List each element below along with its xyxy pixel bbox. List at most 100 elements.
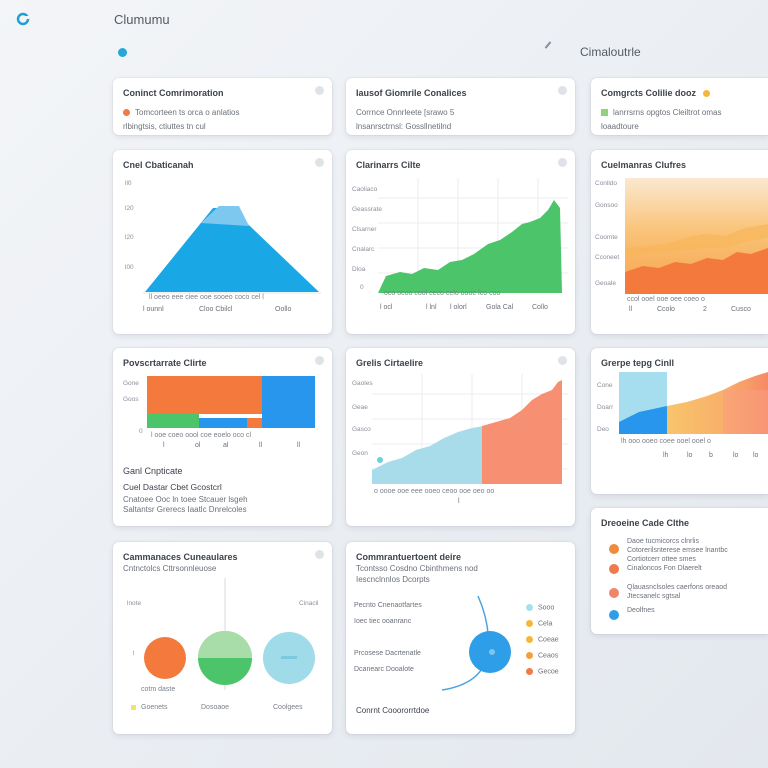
list-item[interactable] <box>609 560 624 578</box>
y-tick: Geae <box>352 404 368 411</box>
slash-icon <box>544 41 552 49</box>
stat-line: Cuel Dastar Cbet Gcostcrl <box>123 482 222 492</box>
stat-line: Saltantsr Grerecs Iaatlc Dnrelcoles <box>123 505 247 514</box>
y-tick: Deo <box>597 426 609 433</box>
app-logo-icon[interactable] <box>16 12 30 26</box>
row-label: Pecnto Cnenaotfartes <box>354 602 422 609</box>
stat-line: lanrrsrns opgtos Cleiltrot omas <box>601 108 721 117</box>
legend-item: Cela <box>526 620 552 627</box>
list-item-label: Cortiotcerr ottee smes <box>627 556 696 563</box>
y-tick: Cinacil <box>299 600 319 607</box>
axis-caption: o oooe ooe eee ooeo ceoo ooe oeo oo <box>374 488 495 495</box>
chart-card-green-area[interactable]: Clarinarrs Cilte Caoliaco Geassrate Clsa… <box>346 150 575 334</box>
x-tick: l <box>163 442 165 449</box>
card-title: Comgrcts Colilie dooz <box>601 88 715 98</box>
pin-icon[interactable] <box>558 86 567 95</box>
pin-icon[interactable] <box>558 356 567 365</box>
y-tick: Clsarner <box>352 226 377 233</box>
card-title: Commrantuertoent deire <box>356 552 462 562</box>
stat-line: loaadtoure <box>601 122 639 131</box>
salmon-dot-icon <box>609 587 619 598</box>
axis-caption: oco ocoo cool ceco celo oooe lco coo <box>384 290 501 297</box>
x-tick: al <box>223 442 229 449</box>
row-label: Prcosese Dacrtenatle <box>354 650 421 657</box>
list-item[interactable] <box>609 540 624 558</box>
y-tick: Cone <box>597 382 613 389</box>
list-item-detail: Cinaloncos Fon Dlaerelt <box>627 565 702 572</box>
x-tick: lo <box>687 452 693 459</box>
x-tick: l ocl <box>380 304 393 311</box>
card-title: Dreoeine Cade Clthe <box>601 518 690 528</box>
orange-dot-icon <box>123 109 130 117</box>
pin-icon[interactable] <box>315 550 324 559</box>
orange-dot-icon <box>526 668 533 675</box>
pin-icon[interactable] <box>315 356 324 365</box>
gradient-area-chart <box>619 372 768 434</box>
list-item-detail: Cotorerilsnterese emsee lnantbc <box>627 547 728 554</box>
stat-line: Tcontsso Cosdno Cbinthmens nod <box>356 564 478 573</box>
y-tick: Dloa <box>352 266 366 273</box>
list-item-label: Deolfnes <box>627 607 655 614</box>
pin-icon[interactable] <box>315 86 324 95</box>
summary-card-3[interactable]: Comgrcts Colilie dooz lanrrsrns opgtos C… <box>591 78 768 135</box>
list-item[interactable] <box>609 606 624 624</box>
subsection-title: Ganl Cnpticate <box>123 466 183 476</box>
chart-card-orange-area[interactable]: Cuelmanras Clufres Conlldo Gonsoo Coomte… <box>591 150 768 334</box>
card-title: Grelis Cirtaelire <box>356 358 424 368</box>
stat-line: lnsanrsctrnsl: Gossllnetilnd <box>356 122 452 131</box>
card-title: Grerpe tepg Cinll <box>601 358 675 368</box>
y-tick: l <box>133 650 135 657</box>
stat-line: rlbingtsis, ctiuttes tn cul <box>123 122 206 131</box>
card-title: Coninct Comrimoration <box>123 88 224 98</box>
x-tick: l ounnl <box>143 306 164 313</box>
pin-icon[interactable] <box>558 158 567 167</box>
legend-item: Coolgees <box>273 704 303 711</box>
y-tick: 0 <box>139 428 143 435</box>
legend-list-card[interactable]: Dreoeine Cade Clthe Daoe tucmicorcs clnr… <box>591 508 768 634</box>
axis-caption: ll oeeo eee ciee ooe sooeo coco cel l <box>149 294 264 301</box>
x-tick: 2 <box>703 306 707 313</box>
chart-card-circles[interactable]: Cammanaces Cuneaulares Cntnctolcs Cttrso… <box>113 542 332 734</box>
chart-card-triangle[interactable]: Cnel Cbaticanah ll0 l20 l20 l00 ll oeeo … <box>113 150 332 334</box>
circle-chart <box>144 578 315 690</box>
y-tick: lnote <box>127 600 142 607</box>
y-tick: Gonsoo <box>595 202 618 209</box>
y-tick: Gasco <box>352 426 371 433</box>
list-item-detail: Jtecsanelc sgtsal <box>627 593 681 600</box>
x-tick: Gola Cal <box>486 304 514 311</box>
y-tick: l00 <box>125 264 134 271</box>
stacked-orange-area-chart <box>625 178 768 294</box>
summary-card-2[interactable]: Iausof Giomrile Conalices Corrnce Onnrle… <box>346 78 575 135</box>
x-tick: Oollo <box>275 306 292 313</box>
y-tick: l20 <box>125 205 134 212</box>
x-tick: lo <box>733 452 739 459</box>
yellow-square-icon <box>131 704 136 710</box>
x-tick: Cloo Cbilcl <box>199 306 233 313</box>
summary-card-1[interactable]: Coninct Comrimoration Tomcorteen ts orca… <box>113 78 332 135</box>
chart-card-mixed-area[interactable]: Grelis Cirtaelire Gaoles Geae Gasco Geon… <box>346 348 575 526</box>
triangle-area-chart <box>143 206 321 294</box>
yellow-dot-icon <box>526 636 533 643</box>
yellow-dot-icon <box>702 90 710 98</box>
y-tick: 0 <box>360 284 364 291</box>
chart-card-node[interactable]: Commrantuertoent deire Tcontsso Cosdno C… <box>346 542 575 734</box>
x-tick: l <box>458 498 460 505</box>
chart-card-gradient-area[interactable]: Grerpe tepg Cinll Cone Doarr Deo lh ooo … <box>591 348 768 494</box>
legend-item: Gecoe <box>526 668 559 675</box>
x-tick: l olorl <box>450 304 467 311</box>
x-tick: l lnl <box>426 304 437 311</box>
axis-caption: l ooe coeo oool coe eoelo oco cl <box>151 432 252 439</box>
y-tick: Doarr <box>597 404 614 411</box>
green-area-chart <box>378 178 568 293</box>
legend-item: Coeae <box>526 636 559 643</box>
row-label: Ioec tiec ooanranc <box>354 618 412 625</box>
chart-card-blocks[interactable]: Povscrtarrate Clirte Gone Goos 0 l ooe c… <box>113 348 332 526</box>
x-tick: ll <box>629 306 633 313</box>
y-tick: Gone <box>123 380 139 387</box>
section-subtitle: Cimaloutrle <box>580 45 641 59</box>
stat-line: Iescnclnnlos Dcorpts <box>356 575 430 584</box>
legend-item: Dosoaoe <box>201 704 230 711</box>
list-item[interactable] <box>609 584 624 602</box>
pin-icon[interactable] <box>315 158 324 167</box>
stat-line: Tomcorteen ts orca o anlatios <box>123 108 240 117</box>
